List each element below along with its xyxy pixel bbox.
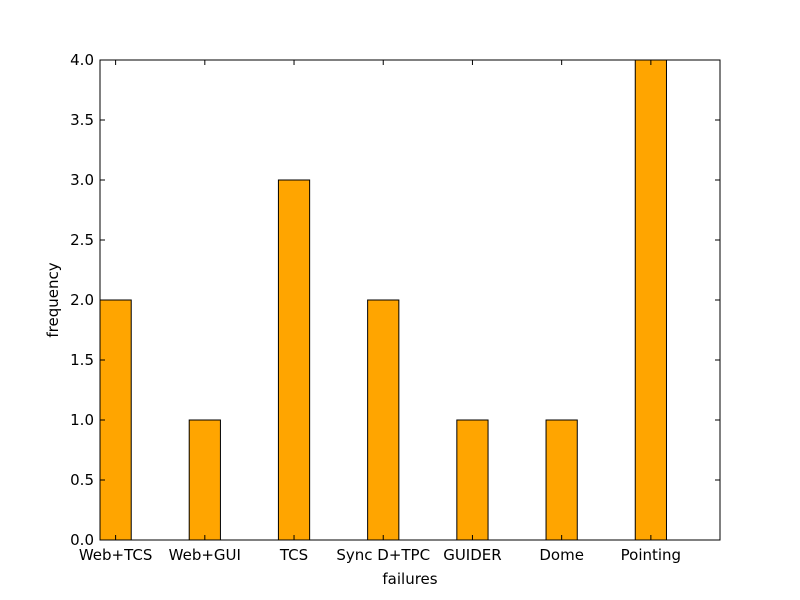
x-tick-label: Web+GUI — [169, 546, 241, 564]
bar-web-gui — [188, 419, 221, 541]
bar-guider — [456, 419, 489, 541]
y-tick-label: 0.0 — [70, 531, 94, 549]
y-axis-label: frequency — [44, 262, 62, 337]
bar-web-tcs — [99, 299, 132, 541]
x-axis-label: failures — [382, 570, 437, 588]
y-tick-label: 0.5 — [70, 471, 94, 489]
y-tick-label: 4.0 — [70, 51, 94, 69]
x-tick-label: Sync D+TPC — [336, 546, 430, 564]
plot-frame — [99, 59, 721, 541]
x-tick-label: Dome — [539, 546, 584, 564]
ticks-group: Web+TCS Web+GUI TCS Sync D+TPC GUIDER Dome Poi… — [70, 51, 720, 564]
bar-sync-d-tpc — [367, 299, 400, 541]
y-tick-label: 1.5 — [70, 351, 94, 369]
x-tick-label: TCS — [279, 546, 308, 564]
bar-pointing — [634, 59, 667, 541]
x-tick-label: Web+TCS — [79, 546, 153, 564]
y-tick-label: 2.0 — [70, 291, 94, 309]
x-tick-label: Pointing — [621, 546, 681, 564]
bars-group — [99, 59, 667, 541]
bar-tcs — [277, 179, 311, 541]
y-tick-label: 3.0 — [70, 171, 94, 189]
y-tick-label: 3.5 — [70, 111, 94, 129]
bar-dome — [545, 419, 578, 541]
x-tick-label: GUIDER — [443, 546, 501, 564]
y-tick-label: 2.5 — [70, 231, 94, 249]
y-tick-label: 1.0 — [70, 411, 94, 429]
